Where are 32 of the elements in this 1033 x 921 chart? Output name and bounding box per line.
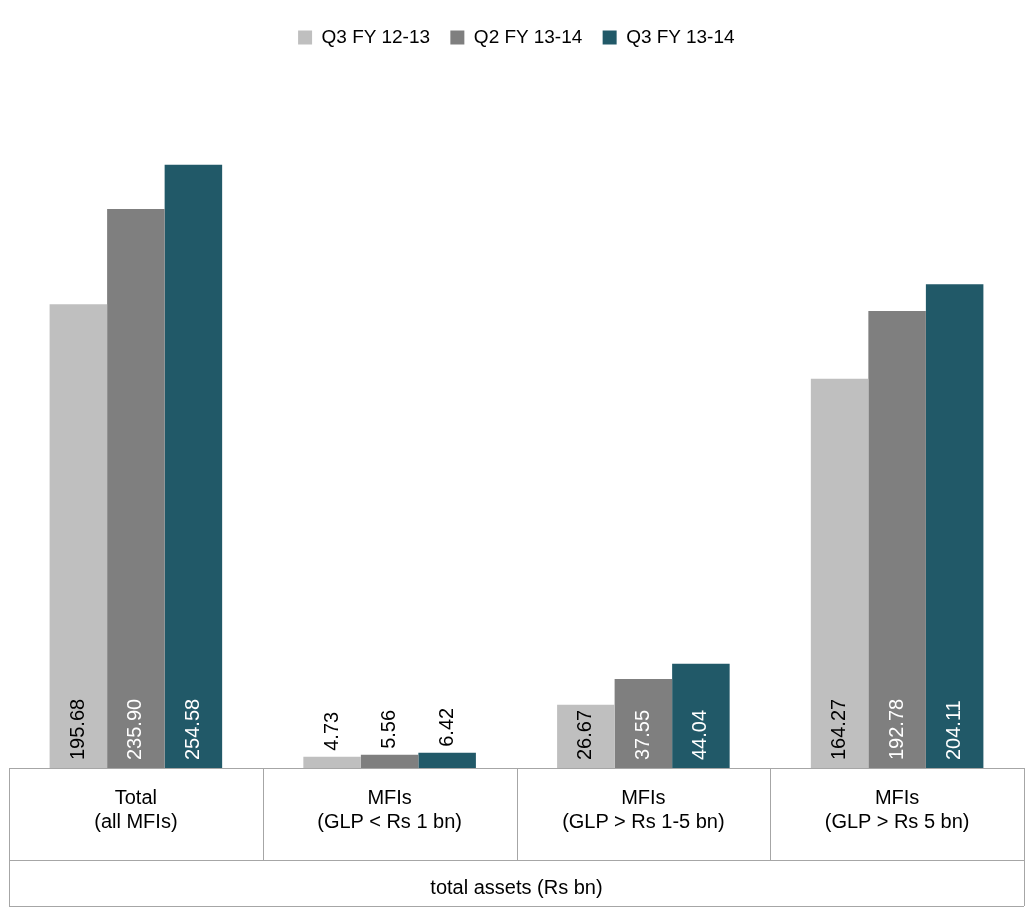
x-tick-label: Total (all MFIs) — [94, 785, 178, 832]
data-label: 4.73 — [319, 711, 342, 751]
bar — [49, 304, 108, 768]
x-tick-label: MFIs (GLP < Rs 1 bn) — [317, 785, 462, 832]
legend-label: Q2 FY 13-14 — [473, 25, 583, 47]
bar — [360, 754, 419, 768]
bar — [107, 208, 165, 768]
bar — [418, 752, 476, 768]
legend-label: Q3 FY 12-13 — [321, 25, 431, 47]
data-label: 164.27 — [827, 698, 850, 760]
bar — [868, 311, 926, 768]
bar — [925, 284, 984, 768]
data-label: 192.78 — [884, 698, 907, 760]
x-axis-title: total assets (Rs bn) — [430, 875, 603, 898]
data-label: 5.56 — [377, 709, 400, 749]
bar — [614, 679, 673, 768]
data-label: 204.11 — [942, 700, 965, 760]
data-label: 254.58 — [180, 698, 203, 760]
x-tick-label: MFIs (GLP > Rs 5 bn) — [824, 785, 970, 832]
data-label: 44.04 — [688, 709, 711, 760]
data-label: 37.55 — [630, 709, 653, 760]
bar — [303, 756, 361, 768]
legend-label: Q3 FY 13-14 — [626, 25, 736, 47]
data-label: 235.90 — [123, 698, 146, 760]
bar — [557, 704, 615, 768]
bar — [810, 378, 869, 768]
bar — [164, 164, 223, 768]
bar — [672, 663, 730, 768]
x-tick-label: MFIs (GLP > Rs 1-5 bn) — [562, 785, 725, 832]
data-label: 195.68 — [65, 698, 88, 760]
data-label: 6.42 — [434, 707, 457, 747]
data-label: 26.67 — [573, 709, 596, 760]
